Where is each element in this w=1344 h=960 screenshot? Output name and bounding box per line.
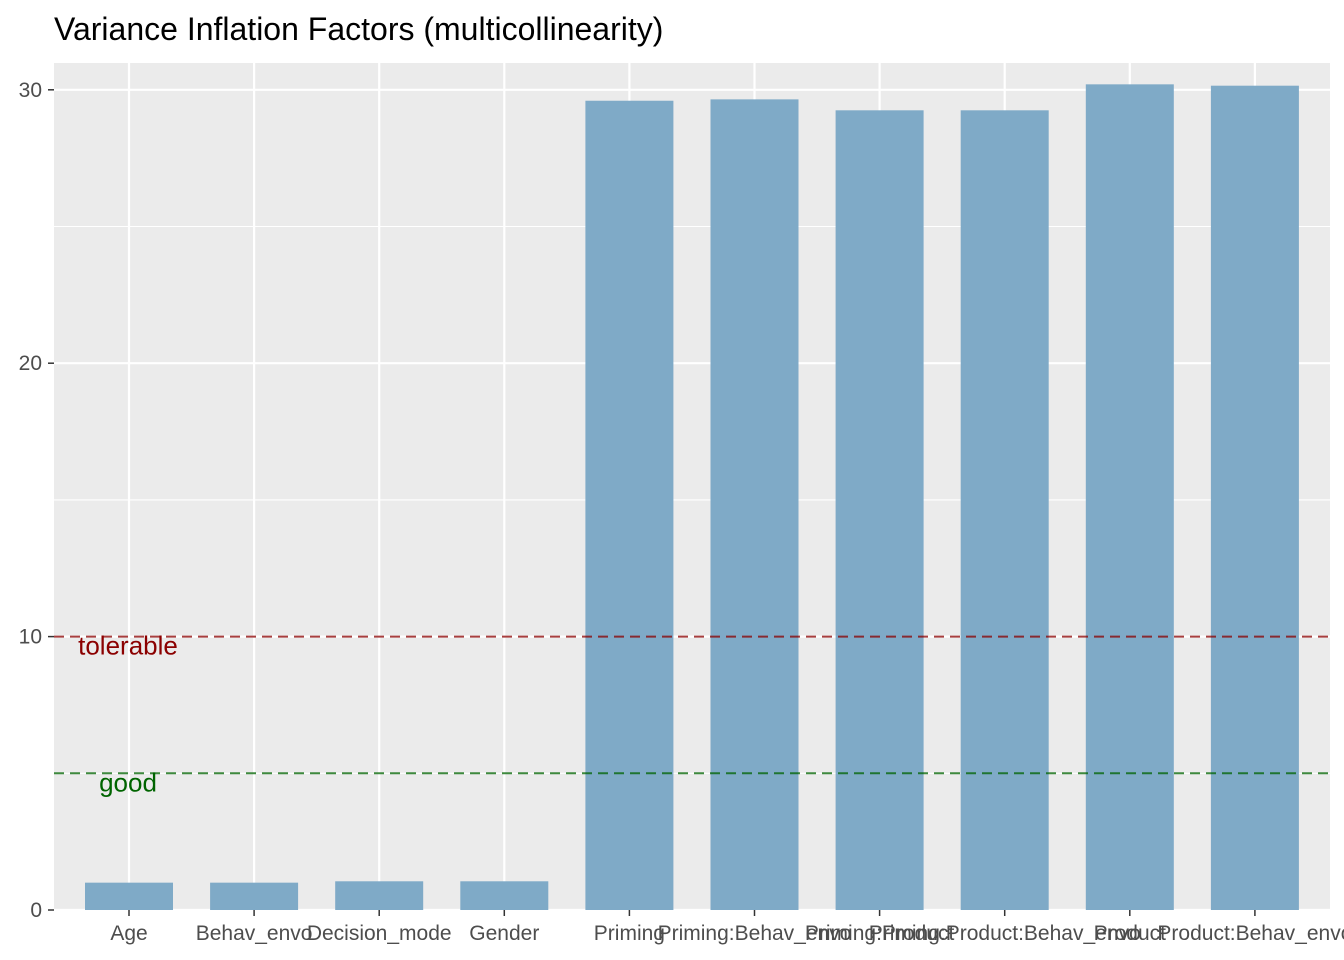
bar [1210, 85, 1299, 911]
chart-title: Variance Inflation Factors (multicolline… [54, 11, 663, 47]
bar [85, 882, 173, 910]
x-tick-label: Decision_mode [307, 922, 452, 945]
x-tick-label: Gender [469, 922, 539, 945]
bar [585, 100, 674, 910]
x-tick-label: Priming:Product:Behav_envo [869, 922, 1141, 945]
x-tick-label: Age [110, 922, 147, 945]
reference-lines: tolerable good [54, 631, 1330, 797]
y-tick-label: 0 [30, 899, 42, 922]
x-tick-label: Priming:Product [805, 922, 955, 945]
bar [460, 881, 549, 910]
bar [835, 110, 924, 911]
reference-line-label: good [99, 767, 157, 797]
bar [1085, 84, 1174, 910]
y-tick-label: 30 [19, 79, 42, 102]
x-tick-label: Priming [594, 922, 665, 945]
y-tick-label: 20 [19, 352, 42, 375]
x-tick-label: Behav_envo [196, 922, 313, 945]
y-tick-label: 10 [19, 626, 42, 649]
bar [960, 110, 1049, 911]
bar [335, 881, 424, 910]
bar [210, 882, 299, 910]
bar [710, 99, 799, 910]
reference-line-label: tolerable [78, 631, 178, 661]
x-tick-label: Product [1094, 922, 1167, 945]
x-tick-label: Product:Behav_envo [1157, 922, 1344, 945]
x-tick-label: Priming:Behav_envo [658, 922, 852, 945]
